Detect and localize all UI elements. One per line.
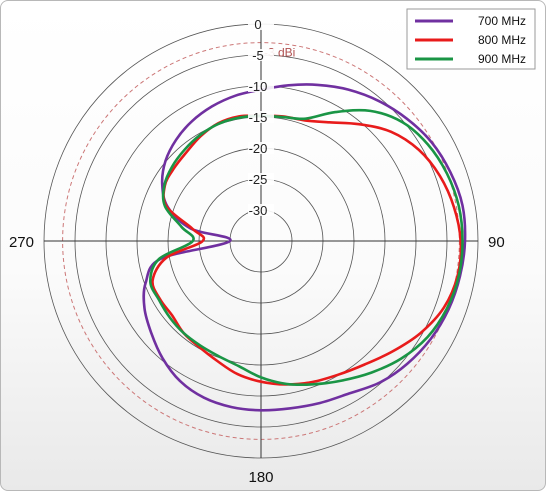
tick-label-bg-6 [248, 204, 274, 216]
series-group [142, 83, 467, 412]
radial-tick-label-5: -25 [249, 172, 268, 187]
radial-tick-label-1: -5 [252, 48, 264, 63]
legend: 700 MHz 800 MHz 900 MHz [406, 8, 536, 70]
angle-label-180: 180 [248, 469, 273, 486]
legend-label-700-mhz: 700 MHz [478, 14, 526, 28]
radial-tick-label-4: -20 [249, 141, 268, 156]
angle-label-90: 90 [488, 234, 505, 251]
angle-labels: 90 180 270 [9, 234, 505, 486]
radial-tick-label-0: 0 [254, 17, 261, 32]
tick-label-bg-1 [248, 49, 274, 61]
tick-label-bg-2 [248, 80, 274, 92]
series-line-900-mhz [149, 108, 464, 387]
series-line-700-mhz [142, 83, 467, 412]
radial-tick-label-6: -30 [249, 203, 268, 218]
tick-label-bg-0 [248, 18, 274, 30]
radial-tick-label-2: -10 [249, 79, 268, 94]
radial-tick-label-3: -15 [249, 110, 268, 125]
angle-label-270: 270 [9, 234, 34, 251]
legend-label-900-mhz: 900 MHz [478, 52, 526, 66]
axis-lines [44, 24, 478, 458]
legend-label-800-mhz: 800 MHz [478, 33, 526, 47]
tick-label-bg-5 [248, 173, 274, 185]
radial-tick-labels: 0 -5 -10 -15 -20 -25 -30 [248, 17, 274, 218]
tick-label-bg-4 [248, 142, 274, 154]
tick-label-bg-3 [248, 111, 274, 123]
